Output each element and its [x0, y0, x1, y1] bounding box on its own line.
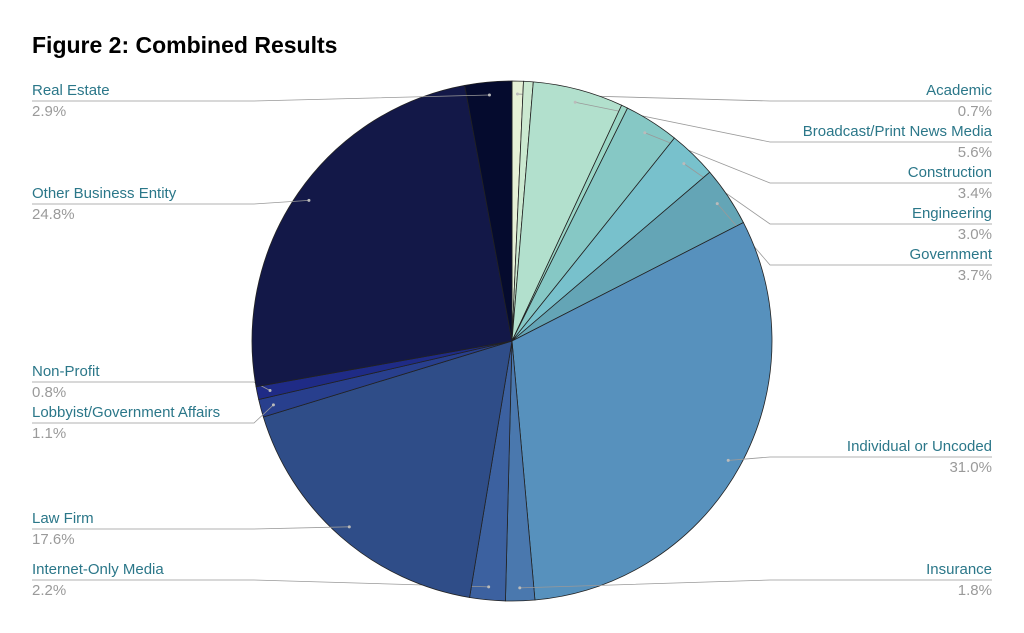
slice-value-label: 31.0%	[949, 459, 992, 476]
slice-value-label: 3.4%	[958, 185, 992, 202]
slice-label: Construction	[908, 164, 992, 181]
slice-label: Law Firm	[32, 510, 94, 527]
slice-value-label: 0.7%	[958, 103, 992, 120]
leader-dot	[268, 389, 272, 393]
leader-dot	[726, 458, 730, 462]
leader-dot	[487, 585, 491, 589]
leader-dot	[643, 131, 647, 135]
slice-value-label: 2.2%	[32, 582, 66, 599]
slice-label: Broadcast/Print News Media	[803, 123, 993, 140]
leader-line	[716, 203, 992, 266]
slice-label: Other Business Entity	[32, 185, 177, 202]
leader-dot	[515, 92, 519, 96]
slice-value-label: 5.6%	[958, 144, 992, 161]
slice-label: Lobbyist/Government Affairs	[32, 404, 220, 421]
slice-value-label: 17.6%	[32, 531, 75, 548]
slice-value-label: 2.9%	[32, 103, 66, 120]
pie-slice	[251, 84, 513, 388]
leader-line	[32, 526, 350, 530]
leader-dot	[573, 100, 577, 104]
pie-slice	[262, 340, 513, 598]
leader-dot	[518, 586, 522, 590]
slice-label: Insurance	[926, 561, 992, 578]
leader-line	[32, 94, 490, 102]
leader-line	[517, 93, 992, 102]
chart-title: Figure 2: Combined Results	[32, 32, 337, 58]
leader-dot	[307, 198, 311, 202]
leader-dot	[715, 202, 719, 206]
leader-line	[32, 404, 274, 424]
leader-line	[32, 381, 271, 391]
slice-label: Internet-Only Media	[32, 561, 164, 578]
slice-label: Government	[909, 246, 992, 263]
leader-dot	[487, 93, 491, 97]
leader-line	[519, 579, 992, 589]
leader-dot	[682, 162, 686, 166]
slice-label: Engineering	[912, 205, 992, 222]
leader-line	[32, 579, 489, 588]
leader-dot	[271, 403, 275, 407]
slice-value-label: 3.0%	[958, 226, 992, 243]
leader-line	[728, 456, 992, 461]
leader-dot	[347, 525, 351, 529]
slice-label: Academic	[926, 82, 992, 99]
slice-value-label: 3.7%	[958, 267, 992, 284]
slice-value-label: 24.8%	[32, 206, 75, 223]
slice-value-label: 0.8%	[32, 384, 66, 401]
slice-value-label: 1.8%	[958, 582, 992, 599]
slice-label: Non-Profit	[32, 363, 100, 380]
slice-label: Real Estate	[32, 82, 110, 99]
slice-label: Individual or Uncoded	[847, 438, 992, 455]
slice-value-label: 1.1%	[32, 425, 66, 442]
leader-line	[32, 199, 309, 205]
pie-slice	[464, 80, 513, 342]
